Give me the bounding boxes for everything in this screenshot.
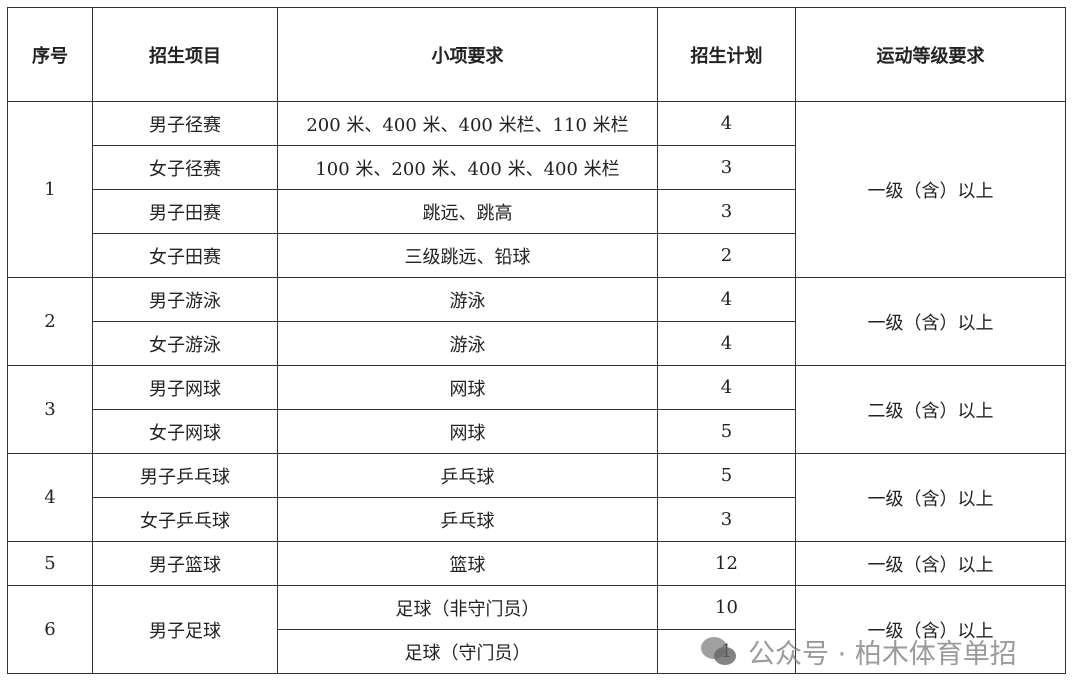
items-cell: 100 米、200 米、400 米、400 米栏 <box>277 145 658 190</box>
items-cell: 游泳 <box>277 277 658 322</box>
level-cell: 一级（含）以上 <box>795 453 1066 542</box>
items-cell: 网球 <box>277 409 658 454</box>
table-row: 足球（守门员）1 <box>8 629 1066 674</box>
project-cell: 女子乒乓球 <box>92 497 278 542</box>
project-cell: 男子田赛 <box>92 189 278 234</box>
quota-cell: 4 <box>657 101 796 146</box>
project-cell: 女子游泳 <box>92 321 278 366</box>
table-row: 6 男子足球 足球（非守门员） 10 一级（含）以上 <box>7 585 1066 674</box>
quota-cell: 3 <box>657 189 796 234</box>
seq-cell: 2 <box>7 277 93 366</box>
quota-cell: 10 <box>657 585 796 630</box>
table-row: 2 男子游泳 游泳 4 一级（含）以上 <box>7 277 1066 366</box>
seq-cell: 4 <box>7 453 93 542</box>
project-cell: 男子网球 <box>92 365 278 410</box>
quota-cell: 4 <box>657 321 796 366</box>
items-cell: 足球（非守门员） <box>277 585 658 630</box>
level-cell: 一级（含）以上 <box>795 585 1066 674</box>
quota-cell: 5 <box>657 453 796 498</box>
header-level: 运动等级要求 <box>795 7 1066 102</box>
header-row: 序号 招生项目 小项要求 招生计划 运动等级要求 <box>7 7 1066 102</box>
quota-cell: 2 <box>657 233 796 278</box>
project-cell: 男子足球 <box>92 585 278 674</box>
table-row: 女子径赛 100 米、200 米、400 米、400 米栏 3 <box>8 145 1066 190</box>
seq-cell: 6 <box>7 585 93 674</box>
table-row: 女子田赛 三级跳远、铅球 2 <box>8 233 1066 278</box>
items-cell: 乒乓球 <box>277 453 658 498</box>
seq-cell: 3 <box>7 365 93 454</box>
items-cell: 200 米、400 米、400 米栏、110 米栏 <box>277 101 658 146</box>
items-cell: 足球（守门员） <box>277 629 658 674</box>
quota-cell: 4 <box>657 277 796 322</box>
wechat-icon <box>701 636 736 665</box>
header-seq: 序号 <box>7 7 93 102</box>
table-row: 3 男子网球 网球 4 二级（含）以上 <box>7 365 1066 454</box>
project-cell: 女子田赛 <box>92 233 278 278</box>
level-cell: 一级（含）以上 <box>795 277 1066 366</box>
quota-cell: 3 <box>657 497 796 542</box>
project-cell: 女子径赛 <box>92 145 278 190</box>
header-project: 招生项目 <box>92 7 278 102</box>
project-cell: 男子径赛 <box>92 101 278 146</box>
project-cell: 男子篮球 <box>92 541 278 586</box>
table-row: 4 男子乒乓球 乒乓球 5 一级（含）以上 <box>7 453 1066 542</box>
watermark: 公众号 · 柏木体育单招 <box>700 632 1017 671</box>
seq-cell: 1 <box>7 101 93 278</box>
project-cell: 女子网球 <box>92 409 278 454</box>
table-row: 女子乒乓球 乒乓球 3 <box>8 497 1066 542</box>
enrollment-table: 序号 招生项目 小项要求 招生计划 运动等级要求 1 男子径赛 200 米、400 … <box>7 7 1066 674</box>
items-cell: 乒乓球 <box>277 497 658 542</box>
project-cell: 男子乒乓球 <box>92 453 278 498</box>
level-cell: 一级（含）以上 <box>795 101 1066 278</box>
items-cell: 游泳 <box>277 321 658 366</box>
quota-cell: 5 <box>657 409 796 454</box>
level-cell: 二级（含）以上 <box>795 365 1066 454</box>
header-items: 小项要求 <box>277 7 658 102</box>
items-cell: 网球 <box>277 365 658 410</box>
items-cell: 三级跳远、铅球 <box>277 233 658 278</box>
header-quota: 招生计划 <box>657 7 796 102</box>
quota-cell: 12 <box>657 541 796 586</box>
quota-cell: 3 <box>657 145 796 190</box>
table-row: 男子田赛 跳远、跳高 3 <box>8 189 1066 234</box>
table-row: 5 男子篮球 篮球 12 一级（含）以上 <box>7 541 1066 586</box>
project-cell: 男子游泳 <box>92 277 278 322</box>
quota-cell: 4 <box>657 365 796 410</box>
table-row: 女子游泳 游泳 4 <box>8 321 1066 366</box>
table-row: 1 男子径赛 200 米、400 米、400 米栏、110 米栏 4 一级（含）以上 <box>7 101 1066 278</box>
level-cell: 一级（含）以上 <box>795 541 1066 586</box>
table-row: 女子网球 网球 5 <box>8 409 1066 454</box>
items-cell: 篮球 <box>277 541 658 586</box>
watermark-text: 公众号 · 柏木体育单招 <box>748 639 1017 670</box>
items-cell: 跳远、跳高 <box>277 189 658 234</box>
seq-cell: 5 <box>7 541 93 586</box>
